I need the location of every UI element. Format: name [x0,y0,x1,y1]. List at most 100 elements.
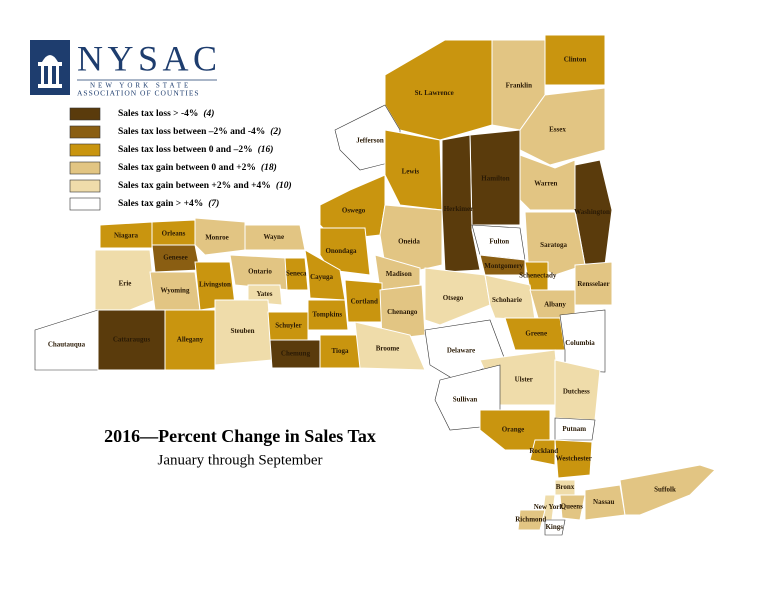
county-label: Fulton [489,238,509,246]
county [354,321,426,371]
county-label: St. Lawrence [415,89,454,97]
legend-label: Sales tax gain between 0 and +2% (18) [118,162,277,173]
legend-swatch [69,197,101,211]
county [319,227,371,276]
county [479,254,526,276]
map-subtitle: January through September [158,452,323,468]
county-label: Albany [544,301,566,309]
legend-count: (10) [276,180,292,191]
county-label: Herkimer [444,205,474,213]
county-label: Greene [525,330,547,338]
county-label: Sullivan [453,396,478,404]
county-label: Monroe [205,234,229,242]
legend-text: Sales tax loss > -4% [118,109,198,119]
county-label: Columbia [565,339,595,347]
county-label: Allegany [177,336,204,344]
county-label: Niagara [114,231,139,239]
county [94,249,156,311]
county [304,249,346,301]
legend-swatch [69,125,101,139]
legend-text: Sales tax loss between 0 and –2% [118,145,253,155]
county [544,519,566,536]
county-label: Essex [549,125,566,133]
county-label: Broome [376,344,400,352]
county-label: Jefferson [356,136,384,144]
county-label: Franklin [506,82,533,90]
county-label: Orange [502,426,525,434]
county-label: Nassau [593,498,615,506]
legend: Sales tax loss > -4% (4) Sales tax loss be… [69,107,292,211]
county-label: Schenectady [519,272,557,280]
county [554,417,596,441]
county-label: Kings [545,523,563,531]
county [524,211,586,276]
legend-label: Sales tax gain between +2% and +4% (10) [118,180,292,191]
county [424,267,491,326]
county-label: Clinton [564,56,587,64]
legend-count: (4) [203,108,214,119]
legend-swatch [69,179,101,193]
county [529,439,556,466]
legend-text: Sales tax gain between 0 and +2% [118,163,256,173]
county-label: Livingston [199,280,231,288]
county-label: Dutchess [563,388,590,396]
legend-swatch [69,143,101,157]
county-label: Oneida [398,237,420,245]
county [619,464,716,516]
legend-count: (16) [258,144,274,155]
county-label: Saratoga [540,241,567,249]
county-label: Yates [257,290,273,298]
county-label: Montgomery [484,262,523,270]
legend-label: Sales tax loss between –2% and -4% (2) [118,126,281,137]
county-label: Schuyler [275,322,301,330]
county-label: Tioga [332,347,349,355]
logo-line2: ASSOCIATION OF COUNTIES [77,89,200,98]
logo-text: NYSAC [77,38,217,78]
county-label: Bronx [556,483,575,491]
county-label: Wayne [263,233,284,241]
county-label: Ontario [248,268,272,276]
county-label: Oswego [342,206,366,214]
county-label: Warren [534,179,557,187]
county [384,129,443,211]
county-label: Richmond [515,516,546,524]
county [479,409,551,451]
county [164,309,216,371]
county-label: Seneca [286,270,307,278]
county-label: Rensselaer [577,280,609,288]
county [194,217,246,256]
legend-swatch [69,161,101,175]
legend-text: Sales tax gain > +4% [118,199,203,209]
legend-count: (18) [261,162,277,173]
county-label: Rockland [529,447,558,455]
county-label: Chautauqua [48,341,86,349]
county-label: Westchester [556,454,592,462]
county [284,257,309,291]
county-label: Cayuga [310,273,333,281]
logo: NYSAC NEW YORK STATE ASSOCIATION OF COUN… [30,38,217,98]
county-label: Queens [561,503,583,511]
county-label: Chenango [387,308,418,316]
legend-swatch [69,107,101,121]
county-label: Hamilton [481,174,509,182]
county-label: Orleans [162,229,186,237]
county-label: Cortland [351,297,378,305]
county-label: Madison [386,270,412,278]
county-label: Washington [574,208,610,216]
county [559,494,586,521]
map-title: 2016—Percent Change in Sales Tax [104,426,376,446]
legend-text: Sales tax gain between +2% and +4% [118,181,271,191]
county-label: Tompkins [312,311,342,319]
county-label: New York [534,503,564,511]
counties: Clinton Franklin St. Lawrence Essex Jefferso… [34,34,716,536]
county-label: Suffolk [654,486,676,494]
county-label: Onondaga [325,247,357,255]
county-label: Steuben [230,327,254,335]
county-label: Lewis [402,168,420,176]
county-label: Wyoming [161,287,190,295]
county [307,299,349,331]
legend-label: Sales tax loss > -4% (4) [118,108,214,119]
county-label: Delaware [447,347,475,355]
county-label: Otsego [443,294,464,302]
